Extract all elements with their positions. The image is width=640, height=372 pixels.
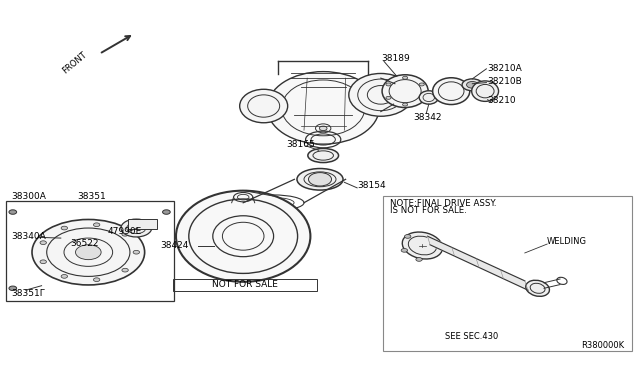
Circle shape [9,286,17,291]
Polygon shape [428,236,528,290]
Circle shape [9,210,17,214]
Ellipse shape [403,232,442,259]
Circle shape [462,79,483,91]
Circle shape [416,257,422,261]
Text: NOTE:FINAL DRIVE ASSY.: NOTE:FINAL DRIVE ASSY. [390,199,497,208]
Ellipse shape [526,280,549,296]
Ellipse shape [268,71,380,144]
Circle shape [163,210,170,214]
Circle shape [386,83,391,86]
Circle shape [32,219,145,285]
Ellipse shape [308,148,339,163]
Circle shape [122,232,128,236]
Ellipse shape [176,190,310,282]
Circle shape [61,226,68,230]
Circle shape [319,126,327,131]
Circle shape [386,96,391,99]
Circle shape [404,235,411,238]
Text: 38210A: 38210A [488,64,522,73]
Bar [6,201,174,301]
Ellipse shape [419,91,438,104]
Ellipse shape [349,74,413,116]
Bar [173,279,317,291]
Circle shape [308,173,332,186]
Text: 38210B: 38210B [488,77,522,86]
Circle shape [61,275,68,278]
Text: 38342: 38342 [413,113,442,122]
Ellipse shape [240,89,288,123]
Text: 38351: 38351 [77,192,106,201]
Circle shape [40,260,47,264]
Circle shape [122,268,128,272]
Text: 38351Γ: 38351Γ [12,289,45,298]
Ellipse shape [472,81,499,101]
Circle shape [401,248,408,252]
Text: 38340A: 38340A [12,232,46,241]
Ellipse shape [382,75,428,108]
Text: 38154: 38154 [357,182,386,190]
Circle shape [133,250,140,254]
Text: 38300A: 38300A [12,192,46,201]
Text: WELDING: WELDING [547,237,588,246]
Text: 47990E: 47990E [108,227,142,236]
Circle shape [467,81,478,88]
Text: SEE SEC.430: SEE SEC.430 [445,332,498,341]
Text: 36522: 36522 [70,239,99,248]
Bar [383,196,632,351]
Text: IS NOT FOR SALE.: IS NOT FOR SALE. [390,206,467,215]
Ellipse shape [297,169,343,190]
Circle shape [76,245,101,260]
Bar [128,219,157,229]
Text: NOT FOR SALE: NOT FOR SALE [212,280,277,289]
Circle shape [121,219,152,237]
Text: 38424: 38424 [161,241,189,250]
Circle shape [419,96,424,99]
Text: 38189: 38189 [381,54,410,63]
Ellipse shape [433,78,470,105]
Circle shape [403,76,408,79]
Circle shape [93,223,100,227]
Text: FRONT: FRONT [61,50,88,75]
Circle shape [419,83,424,86]
Text: 38210: 38210 [488,96,516,105]
Circle shape [403,103,408,106]
Circle shape [93,278,100,282]
Circle shape [40,241,47,244]
Text: R380000K: R380000K [581,341,624,350]
Text: 38165: 38165 [286,140,315,149]
